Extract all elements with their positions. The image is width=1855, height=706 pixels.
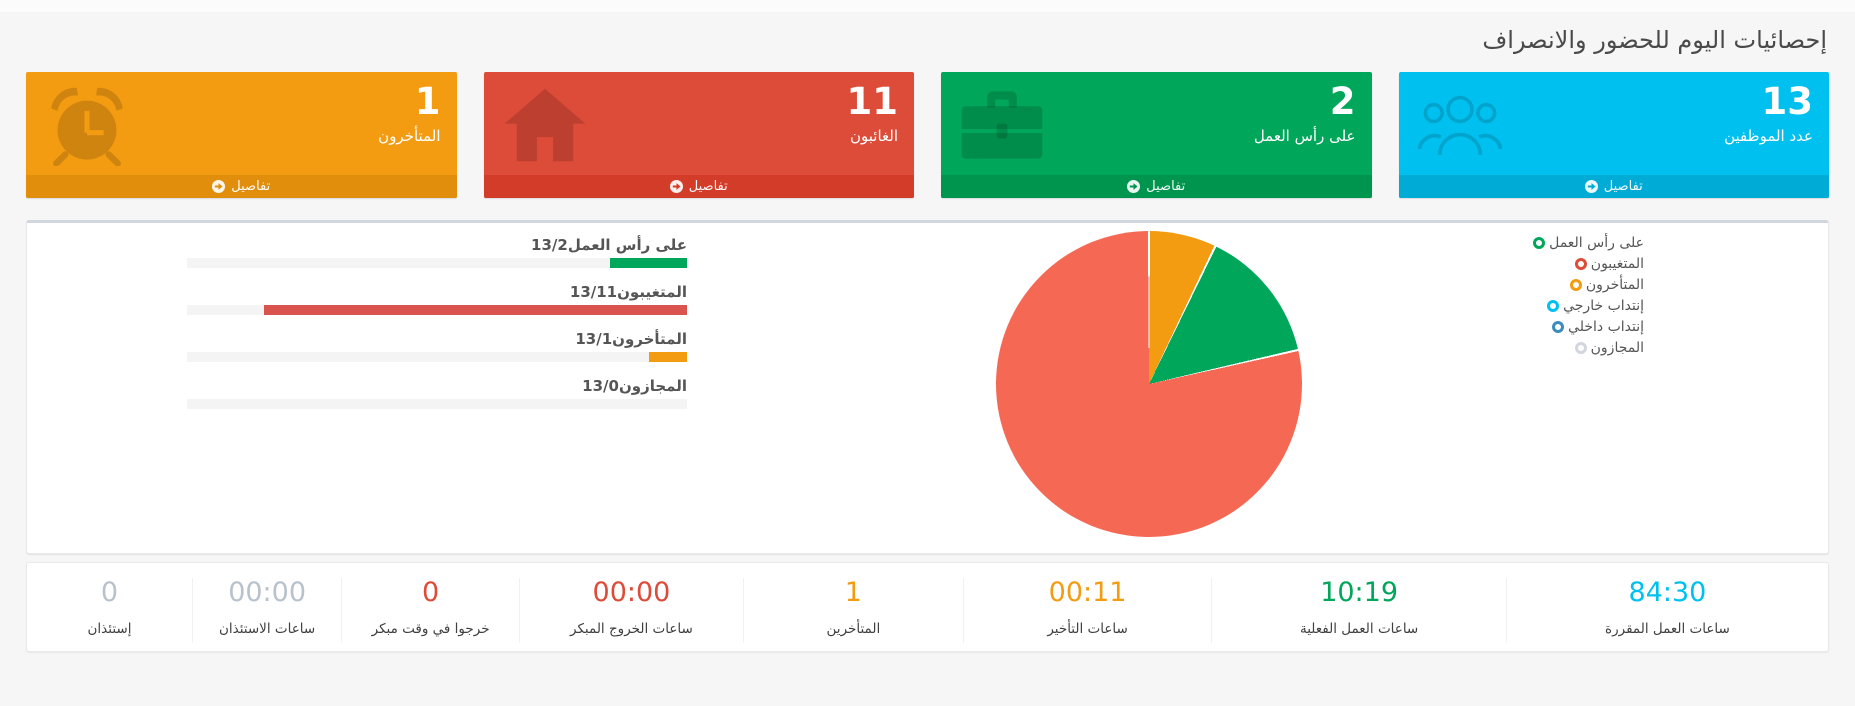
page-title: إحصائيات اليوم للحضور والانصراف — [1482, 26, 1827, 54]
arrow-circle-icon — [669, 180, 683, 193]
late-label: المتأخرون — [378, 127, 441, 146]
stat-label: إستئذان — [87, 621, 132, 637]
briefcase-icon — [959, 84, 1045, 166]
stat-permission-count: 0 إستئذان — [27, 578, 192, 643]
stat-label: خرجوا في وقت مبكر — [371, 621, 490, 637]
stat-actual-hours: 10:19 ساعات العمل الفعلية — [1211, 578, 1506, 643]
bar-track — [187, 258, 687, 268]
card-body: 11 الغائبون — [484, 72, 915, 175]
on-duty-count: 2 — [1329, 80, 1356, 123]
stat-label: ساعات التأخير — [1047, 621, 1128, 637]
late-count: 1 — [414, 80, 441, 123]
absent-label: الغائبون — [849, 127, 898, 146]
stat-label: ساعات الاستئذان — [218, 621, 316, 637]
stat-scheduled-hours: 84:30 ساعات العمل المقررة — [1505, 577, 1828, 643]
stat-cards-row: 13 عدد الموظفين تفاصيل 2 على رأس العمل ت… — [26, 72, 1829, 198]
arrow-circle-icon — [212, 180, 226, 193]
legend-item-on-leave: المجازون — [1533, 338, 1644, 359]
legend-ring-icon — [1569, 279, 1582, 291]
employees-count: 13 — [1761, 80, 1814, 123]
arrow-circle-icon — [1584, 180, 1598, 193]
stat-left-early-count: 0 خرجوا في وقت مبكر — [341, 578, 519, 643]
legend-ring-icon — [1574, 258, 1587, 270]
bar-label: المتغيبون13/11 — [569, 283, 687, 301]
stat-value: 0 — [422, 577, 440, 608]
on-duty-label: على رأس العمل — [1253, 127, 1356, 146]
legend-ring-icon — [1533, 237, 1546, 249]
attendance-charts-panel: على رأس العمل13/2 المتغيبون13/11 المتأخر… — [26, 220, 1829, 554]
stat-delay-hours: 00:11 ساعات التأخير — [962, 577, 1211, 643]
bar-row-late: المتأخرون13/1 — [187, 330, 687, 362]
details-label: تفاصيل — [231, 179, 271, 194]
on-duty-details-link[interactable]: تفاصيل — [941, 175, 1372, 198]
stat-card-absent: 11 الغائبون تفاصيل — [483, 72, 915, 198]
attendance-bar-chart: على رأس العمل13/2 المتغيبون13/11 المتأخر… — [187, 236, 687, 424]
legend-ring-icon — [1547, 300, 1560, 312]
legend-item-late: المتأخرون — [1533, 275, 1644, 296]
legend-item-on-duty: على رأس العمل — [1533, 233, 1644, 254]
page-header: إحصائيات اليوم للحضور والانصراف — [0, 12, 1855, 72]
details-label: تفاصيل — [688, 179, 728, 194]
bar-row-on-leave: المجازون13/0 — [187, 377, 687, 409]
bar-label: المجازون13/0 — [582, 377, 687, 395]
stat-value: 1 — [844, 577, 862, 608]
hours-summary-panel: 84:30 ساعات العمل المقررة 10:19 ساعات ال… — [26, 562, 1829, 652]
stat-card-on-duty: 2 على رأس العمل تفاصيل — [941, 72, 1372, 198]
employees-details-link[interactable]: تفاصيل — [1398, 175, 1829, 198]
bar-row-absent: المتغيبون13/11 — [187, 283, 687, 315]
bar-track — [187, 305, 687, 315]
legend-item-internal-secondment: إنتداب داخلي — [1533, 317, 1644, 338]
details-label: تفاصيل — [1603, 179, 1643, 194]
bar-label: على رأس العمل13/2 — [531, 236, 687, 254]
legend-item-external-secondment: إنتداب خارجي — [1533, 296, 1644, 317]
stat-value: 00:00 — [592, 577, 671, 608]
stat-card-late: 1 المتأخرون تفاصيل — [26, 72, 457, 198]
stat-label: ساعات العمل المقررة — [1605, 621, 1730, 637]
attendance-pie-chart — [996, 231, 1302, 537]
stat-value: 00:00 — [228, 577, 306, 608]
pie-legend: على رأس العمل المتغيبون المتأخرون إنتداب… — [1533, 233, 1644, 359]
stat-value: 0 — [100, 577, 119, 608]
bar-track — [187, 352, 687, 362]
legend-item-absent: المتغيبون — [1533, 254, 1644, 275]
details-label: تفاصيل — [1146, 179, 1186, 194]
stat-latecomers: 1 المتأخرين — [742, 577, 963, 643]
bar-track — [187, 399, 687, 409]
stat-permission-hours: 00:00 ساعات الاستئذان — [191, 577, 341, 643]
stat-early-exit-hours: 00:00 ساعات الخروج المبكر — [518, 577, 743, 643]
home-icon — [502, 84, 588, 166]
stat-label: ساعات العمل الفعلية — [1299, 621, 1419, 637]
card-body: 2 على رأس العمل — [941, 72, 1372, 175]
card-body: 13 عدد الموظفين — [1399, 72, 1830, 175]
absent-details-link[interactable]: تفاصيل — [483, 175, 914, 198]
stat-value: 00:11 — [1048, 577, 1127, 608]
late-details-link[interactable]: تفاصيل — [26, 175, 457, 198]
bar-fill-absent — [263, 305, 687, 315]
stat-label: المتأخرين — [826, 621, 881, 637]
employees-label: عدد الموظفين — [1724, 127, 1813, 146]
bar-label: المتأخرون13/1 — [575, 330, 687, 348]
users-icon — [1417, 84, 1503, 166]
bar-row-on-duty: على رأس العمل13/2 — [187, 236, 687, 268]
legend-ring-icon — [1574, 342, 1587, 354]
stat-label: ساعات الخروج المبكر — [570, 621, 693, 637]
top-strip — [0, 0, 1855, 12]
absent-count: 11 — [846, 80, 899, 123]
bar-fill-late — [648, 352, 687, 362]
stat-value: 10:19 — [1320, 577, 1399, 608]
stat-card-employees: 13 عدد الموظفين تفاصيل — [1398, 72, 1830, 198]
arrow-circle-icon — [1127, 180, 1141, 193]
stat-value: 84:30 — [1628, 577, 1707, 608]
card-body: 1 المتأخرون — [26, 72, 457, 175]
legend-ring-icon — [1552, 321, 1565, 333]
bar-fill-on-duty — [610, 258, 687, 268]
alarm-clock-icon — [44, 84, 130, 167]
